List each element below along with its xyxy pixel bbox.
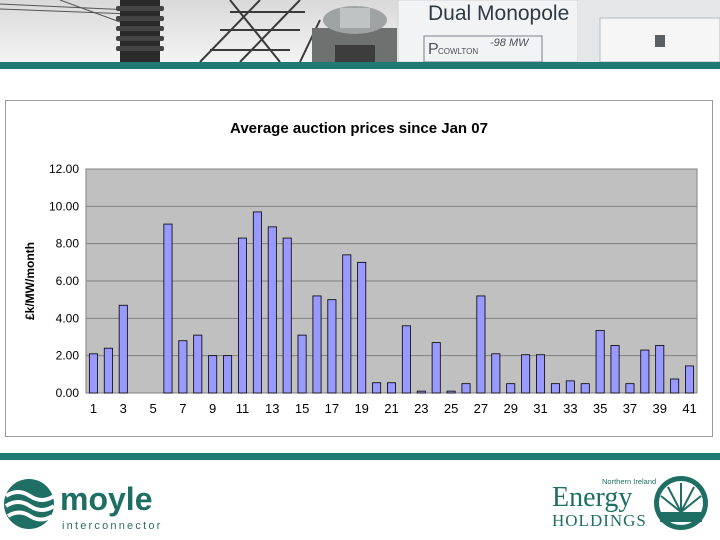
bar-34 <box>580 383 590 394</box>
bar-1 <box>88 353 98 394</box>
moyle-wave-icon <box>4 479 56 529</box>
bar-19 <box>357 261 367 394</box>
gridlines <box>86 205 697 357</box>
x-tick-label: 41 <box>682 401 696 416</box>
bar-18 <box>342 254 352 394</box>
x-axis-ticks: 1 3 5 7 9 11 13 15 17 19 21 23 25 27 29 31 33 35 37 39 41 <box>90 401 697 416</box>
x-tick-label: 1 <box>90 401 97 416</box>
bar-41 <box>685 365 695 394</box>
bar-3 <box>118 304 128 394</box>
bar-8 <box>193 334 203 394</box>
x-tick-label: 3 <box>120 401 127 416</box>
y-axis-label: £k/MW/month <box>23 242 37 320</box>
bars <box>88 211 695 394</box>
y-tick-label: 8.00 <box>56 237 80 251</box>
x-tick-label: 9 <box>209 401 216 416</box>
svg-text:Dual Monopole: Dual Monopole <box>428 2 569 25</box>
bar-25 <box>446 390 456 394</box>
y-tick-label: 4.00 <box>56 311 80 325</box>
y-tick-label: 6.00 <box>56 274 80 288</box>
x-tick-label: 33 <box>563 401 577 416</box>
x-tick-label: 25 <box>444 401 458 416</box>
x-tick-label: 39 <box>653 401 667 416</box>
bar-13 <box>267 226 277 394</box>
x-tick-label: 31 <box>533 401 547 416</box>
bar-6 <box>163 223 173 394</box>
bar-23 <box>416 390 426 394</box>
bar-9 <box>208 355 218 394</box>
y-tick-label: 10.00 <box>49 199 79 213</box>
bar-21 <box>387 382 396 394</box>
y-tick-label: 2.00 <box>56 349 80 363</box>
svg-text:-98 MW: -98 MW <box>490 37 530 49</box>
x-tick-label: 35 <box>593 401 607 416</box>
insulator-stack <box>116 0 164 62</box>
power-lines <box>0 0 131 23</box>
sunburst-icon <box>654 476 708 530</box>
bar-22 <box>401 325 411 394</box>
bar-35 <box>595 330 605 394</box>
moyle-interconnector-logo: moyle interconnector <box>2 474 172 534</box>
footer-divider-bar <box>0 453 720 460</box>
bar-38 <box>640 349 650 394</box>
bar-24 <box>431 342 441 394</box>
bar-37 <box>625 383 635 394</box>
bar-29 <box>506 383 516 394</box>
x-tick-label: 19 <box>354 401 368 416</box>
x-tick-label: 17 <box>325 401 339 416</box>
ni-energy-holdings-logo: Northern Ireland Energy HOLDINGS <box>550 474 716 534</box>
transformer-bushing <box>312 6 397 62</box>
chart-title: Average auction prices since Jan 07 <box>230 120 488 137</box>
y-axis-ticks: 0.00 2.00 4.00 6.00 8.00 10.00 12.00 <box>49 162 79 400</box>
header-photo-banner: Dual Monopole P COWLTON -98 MW <box>0 0 720 62</box>
header-divider-bar <box>0 62 720 69</box>
bar-33 <box>565 380 575 394</box>
x-tick-label: 15 <box>295 401 309 416</box>
bar-20 <box>372 382 382 394</box>
dual-monopole-sign: Dual Monopole P COWLTON -98 MW <box>397 0 579 62</box>
x-tick-label: 5 <box>149 401 156 416</box>
svg-text:Energy: Energy <box>552 482 632 513</box>
y-tick-label: 12.00 <box>49 162 79 176</box>
svg-text:moyle: moyle <box>60 481 152 517</box>
y-tick-label: 0.00 <box>56 386 80 400</box>
bar-31 <box>536 354 546 394</box>
x-tick-label: 37 <box>623 401 637 416</box>
bar-12 <box>252 211 262 394</box>
bar-15 <box>297 334 307 394</box>
svg-text:P: P <box>428 41 439 58</box>
svg-text:HOLDINGS: HOLDINGS <box>552 511 647 530</box>
x-tick-label: 29 <box>503 401 517 416</box>
bar-28 <box>491 353 501 394</box>
svg-text:Northern Ireland: Northern Ireland <box>602 477 656 486</box>
bar-36 <box>610 344 620 394</box>
lattice-tower <box>199 0 321 62</box>
bar-7 <box>178 340 188 394</box>
bar-2 <box>103 347 113 394</box>
bar-27 <box>476 295 486 394</box>
bar-26 <box>461 383 471 394</box>
auction-price-chart: Average auction prices since Jan 07 0.00… <box>23 120 698 416</box>
bar-16 <box>312 295 322 394</box>
bar-39 <box>655 344 665 394</box>
x-tick-label: 13 <box>265 401 279 416</box>
bar-14 <box>282 237 292 394</box>
control-panel <box>578 0 720 62</box>
bar-17 <box>327 299 337 394</box>
svg-text:interconnector: interconnector <box>62 520 163 532</box>
bar-10 <box>223 355 233 394</box>
x-tick-label: 27 <box>474 401 488 416</box>
bar-32 <box>550 383 560 394</box>
x-tick-label: 21 <box>384 401 398 416</box>
svg-text:COWLTON: COWLTON <box>438 47 478 56</box>
bar-30 <box>521 354 531 394</box>
x-tick-label: 23 <box>414 401 428 416</box>
x-tick-label: 7 <box>179 401 186 416</box>
bar-40 <box>670 378 680 394</box>
substation-photo: Dual Monopole P COWLTON -98 MW <box>0 0 720 62</box>
bar-11 <box>237 237 247 394</box>
x-tick-label: 11 <box>236 401 250 416</box>
